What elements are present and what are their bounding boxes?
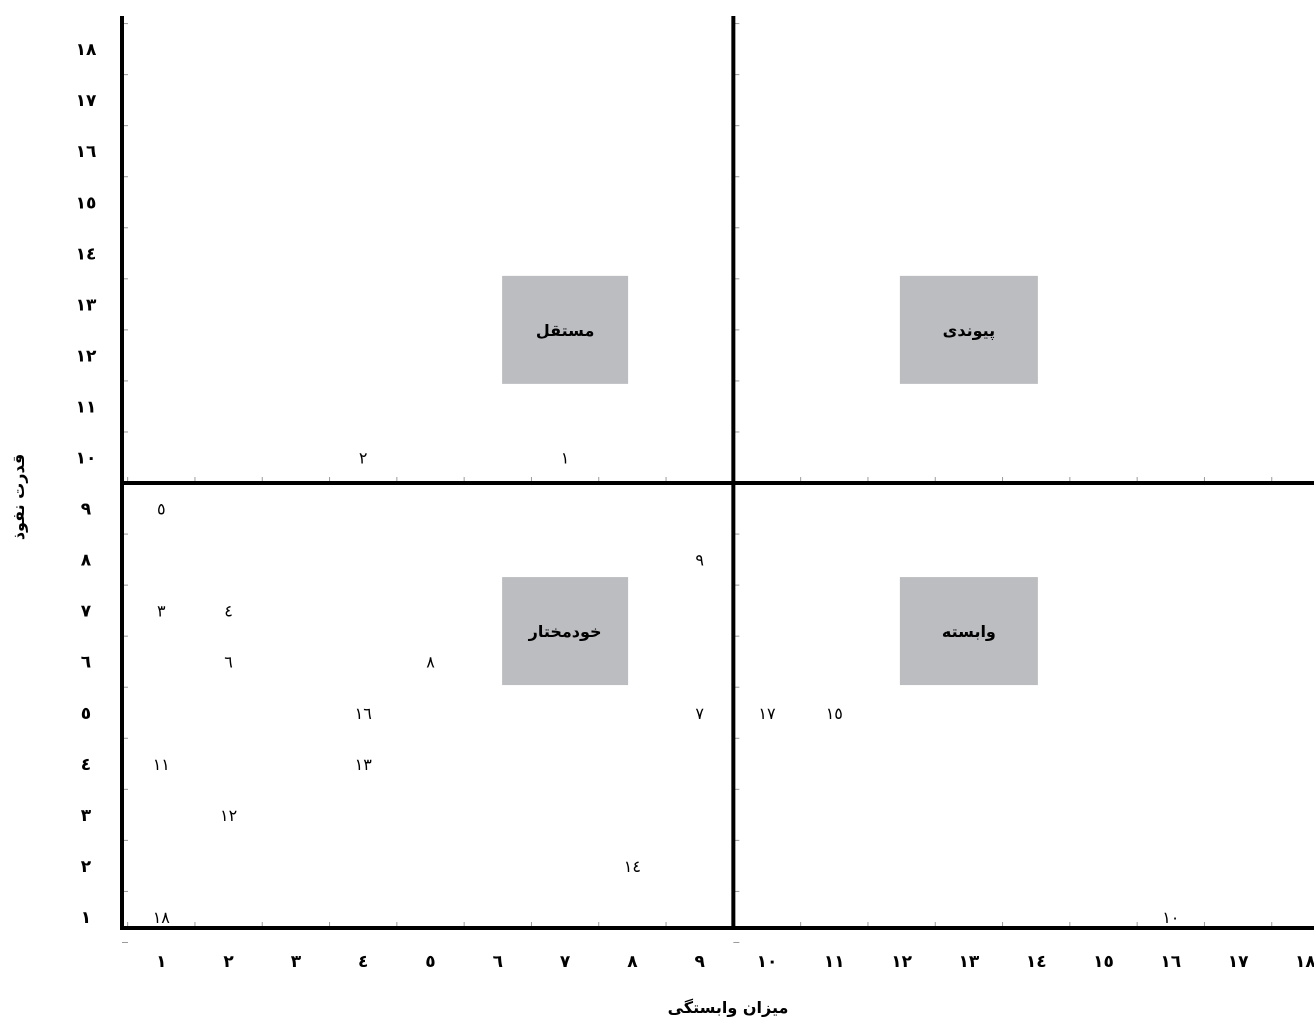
y-tick-label: ٦ — [81, 653, 91, 673]
y-tick-label: ۳ — [81, 806, 92, 826]
y-tick-label: ۲ — [81, 857, 92, 877]
y-tick-label: ٩ — [81, 500, 92, 520]
y-tick-label: ۱٦ — [76, 142, 97, 162]
y-tick-label: ۱۳ — [76, 295, 97, 315]
y-axis-title: قدرت نفوذ — [9, 454, 28, 540]
x-tick-label: ٥ — [425, 952, 435, 972]
data-point-label: ۱۳ — [355, 755, 373, 774]
quadrant-label: مستقل — [536, 321, 595, 340]
x-tick-label: ٩ — [695, 952, 706, 972]
quadrant-box — [502, 577, 629, 686]
data-point-label: ۲ — [359, 449, 368, 468]
y-tick-label: ٧ — [81, 602, 92, 622]
y-tick-label: ۱٤ — [76, 244, 97, 264]
y-tick-label: ٤ — [81, 755, 91, 775]
x-axis-title: میزان وابستگی — [668, 998, 789, 1017]
data-point-label: ٥ — [157, 500, 166, 519]
data-point-label: ۱۰ — [1162, 908, 1179, 927]
axes — [120, 16, 1314, 930]
quadrant-label: وابسته — [942, 622, 996, 641]
x-tick-label: ۱٦ — [1160, 952, 1181, 972]
y-tick-label: ۱٥ — [76, 193, 97, 213]
data-point-label: ٨ — [426, 653, 435, 672]
y-tick-label: ٥ — [81, 704, 91, 724]
quadrant-label: پیوندی — [943, 321, 995, 341]
x-tick-label: ۱۰ — [757, 952, 778, 972]
data-point-label: ۱۲ — [220, 806, 237, 825]
data-point-label: ٦ — [224, 653, 233, 672]
data-point-label: ۱٦ — [355, 704, 372, 723]
x-tick-label: ٨ — [627, 952, 638, 972]
data-point-label: ۱٤ — [624, 857, 641, 876]
x-tick-label: ۱٤ — [1026, 952, 1047, 972]
quadrant-label: خودمختار — [528, 622, 602, 641]
data-point-label: ٤ — [224, 602, 233, 621]
data-point-label: ۱٧ — [758, 704, 776, 723]
quadrant-box — [899, 275, 1038, 384]
y-tick-label: ۱٧ — [76, 91, 97, 111]
y-tick-label: ۱۱ — [76, 397, 97, 417]
quadrant-labels: مستقل پیوندی خودمختار وابسته — [502, 275, 1038, 686]
y-tick-label: ۱۰ — [76, 449, 97, 469]
x-tick-label: ٧ — [560, 952, 571, 972]
y-tick-label: ۱۲ — [76, 346, 97, 366]
data-point-label: ٧ — [695, 704, 704, 723]
data-point-label: ۳ — [157, 602, 166, 621]
x-tick-label: ٤ — [358, 952, 368, 972]
data-point-label: ۱۱ — [153, 755, 170, 774]
data-point-label: ٩ — [695, 551, 704, 570]
y-tick-label: ۱۸ — [76, 40, 97, 60]
x-tick-label: ۱ — [156, 952, 166, 972]
data-point-label: ۱۸ — [153, 908, 171, 927]
x-tick-label: ٦ — [493, 952, 503, 972]
data-point-label: ۱ — [561, 449, 570, 468]
y-tick-label: ۱ — [81, 908, 91, 928]
x-tick-label: ۱۱ — [824, 952, 845, 972]
x-tick-label: ۱۲ — [891, 952, 912, 972]
quadrant-box — [899, 577, 1038, 686]
quadrant-box — [502, 275, 629, 384]
x-tick-label: ۱٥ — [1093, 952, 1114, 972]
x-tick-labels: ۱ ۲ ۳ ٤ ٥ ٦ ٧ ٨ ٩ ۱۰ ۱۱ ۱۲ ۱۳ ۱٤ ۱٥ ۱٦ ۱٧ ۱۸ — [156, 952, 1314, 972]
x-tick-label: ۱٧ — [1228, 952, 1249, 972]
x-tick-label: ۱۸ — [1295, 952, 1314, 972]
y-tick-label: ٨ — [81, 551, 92, 571]
x-tick-label: ۱۳ — [959, 952, 980, 972]
x-tick-label: ۳ — [291, 952, 302, 972]
x-tick-label: ۲ — [223, 952, 234, 972]
data-point-label: ۱٥ — [826, 704, 843, 723]
